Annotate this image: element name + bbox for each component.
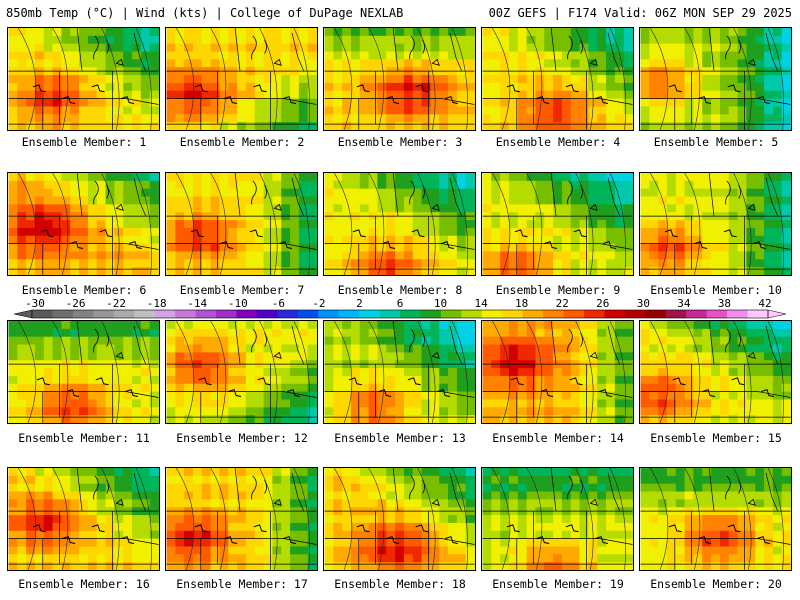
panel-label-member-1: Ensemble Member: 1 bbox=[21, 135, 147, 149]
map-panel-member-16 bbox=[7, 467, 160, 571]
panel-label-member-13: Ensemble Member: 13 bbox=[334, 431, 466, 445]
colorbar-tick-label: -22 bbox=[106, 297, 127, 310]
colorbar-tick-label: 14 bbox=[474, 297, 488, 310]
map-panel-member-12 bbox=[165, 320, 318, 424]
panel-label-member-15: Ensemble Member: 15 bbox=[650, 431, 782, 445]
panel-label-member-3: Ensemble Member: 3 bbox=[337, 135, 463, 149]
colorbar bbox=[14, 309, 786, 319]
map-panel-member-3 bbox=[323, 27, 476, 131]
colorbar-tick-label: 22 bbox=[555, 297, 569, 310]
header-valid-time: 00Z GEFS | F174 Valid: 06Z MON SEP 29 20… bbox=[488, 6, 792, 20]
panel-label-member-12: Ensemble Member: 12 bbox=[176, 431, 308, 445]
panel-label-member-7: Ensemble Member: 7 bbox=[179, 283, 305, 297]
map-panel-member-15 bbox=[639, 320, 792, 424]
map-panel-member-1 bbox=[7, 27, 160, 131]
map-panel-member-5 bbox=[639, 27, 792, 131]
map-panel-member-4 bbox=[481, 27, 634, 131]
map-panel-member-20 bbox=[639, 467, 792, 571]
map-panel-member-6 bbox=[7, 172, 160, 276]
panel-label-member-18: Ensemble Member: 18 bbox=[334, 577, 466, 591]
map-panel-member-17 bbox=[165, 467, 318, 571]
colorbar-tick-label: 2 bbox=[356, 297, 363, 310]
colorbar-tick-label: 18 bbox=[515, 297, 529, 310]
colorbar-tick-label: -2 bbox=[312, 297, 326, 310]
map-panel-member-13 bbox=[323, 320, 476, 424]
map-panel-member-19 bbox=[481, 467, 634, 571]
map-panel-member-8 bbox=[323, 172, 476, 276]
colorbar-tick-label: 38 bbox=[717, 297, 732, 310]
panel-label-member-20: Ensemble Member: 20 bbox=[650, 577, 782, 591]
colorbar-tick-label: -10 bbox=[227, 297, 248, 310]
map-panel-member-18 bbox=[323, 467, 476, 571]
colorbar-tick-label: -14 bbox=[187, 297, 208, 310]
colorbar-tick-label: -18 bbox=[146, 297, 167, 310]
panel-label-member-2: Ensemble Member: 2 bbox=[179, 135, 305, 149]
panel-label-member-4: Ensemble Member: 4 bbox=[495, 135, 621, 149]
panel-label-member-16: Ensemble Member: 16 bbox=[18, 577, 150, 591]
colorbar-tick-label: -6 bbox=[271, 297, 285, 310]
colorbar-tick-label: -30 bbox=[25, 297, 45, 310]
colorbar-tick-label: 42 bbox=[758, 297, 772, 310]
panel-label-member-10: Ensemble Member: 10 bbox=[650, 283, 782, 297]
panel-label-member-9: Ensemble Member: 9 bbox=[495, 283, 621, 297]
colorbar-tick-label: 6 bbox=[396, 297, 404, 310]
colorbar-tick-label: 30 bbox=[636, 297, 650, 310]
colorbar-tick-label: 10 bbox=[433, 297, 448, 310]
map-panel-member-7 bbox=[165, 172, 318, 276]
panel-label-member-8: Ensemble Member: 8 bbox=[337, 283, 463, 297]
panel-label-member-14: Ensemble Member: 14 bbox=[492, 431, 624, 445]
panel-label-member-5: Ensemble Member: 5 bbox=[653, 135, 779, 149]
map-panel-member-11 bbox=[7, 320, 160, 424]
panel-label-member-6: Ensemble Member: 6 bbox=[21, 283, 147, 297]
panel-label-member-17: Ensemble Member: 17 bbox=[176, 577, 308, 591]
map-panel-member-14 bbox=[481, 320, 634, 424]
map-panel-member-10 bbox=[639, 172, 792, 276]
map-panel-member-9 bbox=[481, 172, 634, 276]
panel-label-member-19: Ensemble Member: 19 bbox=[492, 577, 624, 591]
colorbar-tick-label: 26 bbox=[596, 297, 610, 310]
colorbar-tick-label: -26 bbox=[65, 297, 86, 310]
colorbar-tick-label: 34 bbox=[677, 297, 691, 310]
header-title: 850mb Temp (°C) | Wind (kts) | College o… bbox=[6, 6, 404, 20]
map-panel-member-2 bbox=[165, 27, 318, 131]
panel-label-member-11: Ensemble Member: 11 bbox=[18, 431, 150, 445]
